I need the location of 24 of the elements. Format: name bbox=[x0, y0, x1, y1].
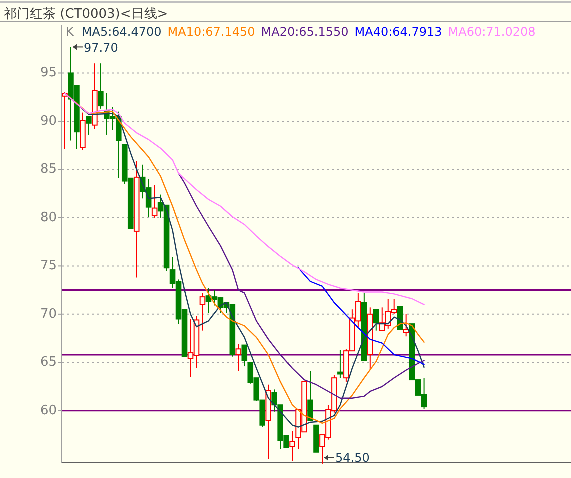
title: 祁门红茶 (CT0003)<日线> bbox=[4, 7, 168, 22]
candlestick bbox=[110, 106, 116, 131]
candlestick bbox=[368, 307, 374, 371]
ytick: 95 bbox=[40, 66, 57, 81]
candlestick bbox=[338, 350, 344, 379]
annotation: 97.70 bbox=[84, 41, 118, 56]
candlestick bbox=[68, 46, 74, 142]
candlestick bbox=[356, 292, 362, 328]
candlestick bbox=[200, 292, 206, 332]
candlestick bbox=[188, 318, 194, 378]
annotation: 97.70 bbox=[72, 41, 118, 56]
ytick: 75 bbox=[40, 258, 57, 274]
candlestick bbox=[170, 257, 176, 289]
candlestick bbox=[134, 160, 140, 278]
ytick: 65 bbox=[40, 355, 57, 370]
candlestick bbox=[290, 430, 296, 462]
ytick: 80 bbox=[40, 210, 57, 226]
ytick: 90 bbox=[40, 114, 57, 129]
annotation: 54.50 bbox=[335, 450, 370, 465]
ytick: 70 bbox=[40, 306, 57, 322]
ytick: 85 bbox=[40, 162, 57, 178]
ytick: 60 bbox=[40, 403, 57, 418]
legend: K MA5:64.4700 MA10:67.1450 MA20:65.1550 MA40:64.7913 MA60:71.0208 bbox=[66, 25, 536, 39]
annotation: 54.50 bbox=[324, 450, 370, 465]
